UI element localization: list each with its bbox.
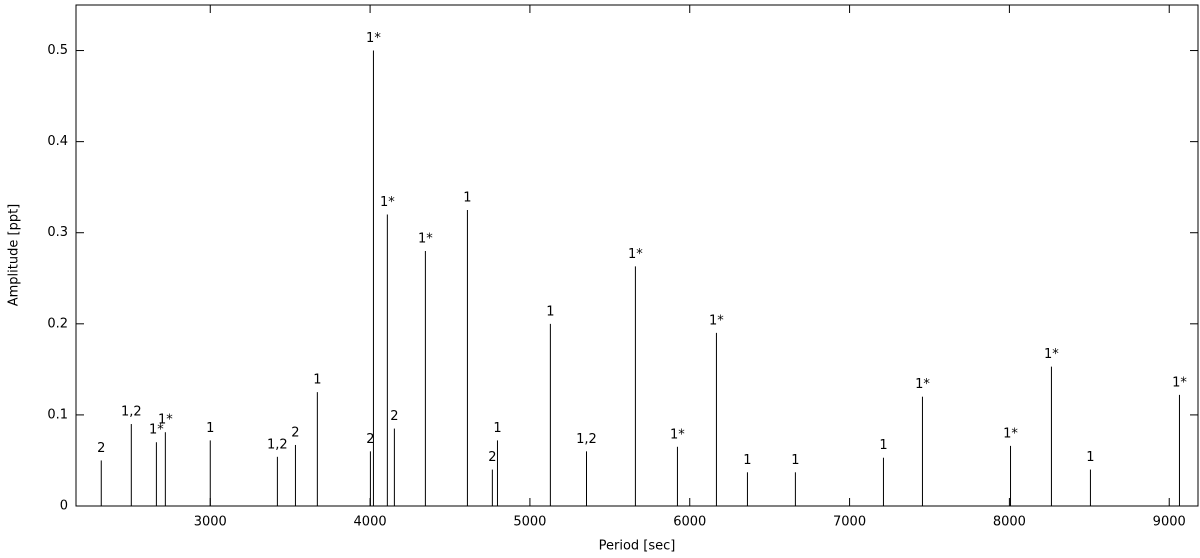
x-tick-label: 4000	[354, 515, 387, 530]
x-tick-label: 9000	[1153, 515, 1186, 530]
peak-label: 1*	[366, 31, 381, 46]
x-tick-label: 7000	[833, 515, 866, 530]
peak-label: 1	[1086, 450, 1094, 465]
peak-label: 1	[791, 453, 799, 468]
peak-label: 1	[879, 438, 887, 453]
y-tick-label: 0	[60, 499, 68, 514]
peak-label: 1	[493, 421, 501, 436]
peak-label: 1	[206, 421, 214, 436]
y-tick-label: 0.4	[47, 134, 68, 149]
peak-label: 1*	[1003, 426, 1018, 441]
peak-label: 1*	[1172, 375, 1187, 390]
peak-label: 1,2	[267, 437, 288, 452]
peak-label: 1*	[709, 313, 724, 328]
peak-label: 2	[366, 432, 374, 447]
x-tick-label: 8000	[993, 515, 1026, 530]
plot-frame	[75, 4, 1199, 507]
peak-label: 1*	[628, 247, 643, 262]
peak-label: 1	[463, 190, 471, 205]
peak-label: 1	[743, 453, 751, 468]
y-tick-label: 0.2	[47, 316, 68, 331]
y-tick-label: 0.1	[47, 407, 68, 422]
peak-label: 1	[546, 304, 554, 319]
peak-label: 1*	[418, 231, 433, 246]
peak-label: 2	[97, 441, 105, 456]
y-axis-label: Amplitude [ppt]	[7, 204, 22, 307]
peak-label: 1*	[149, 423, 164, 438]
peak-label: 1,2	[576, 432, 597, 447]
x-tick-label: 6000	[673, 515, 706, 530]
peak-label: 2	[291, 425, 299, 440]
peak-label: 1*	[1044, 347, 1059, 362]
x-tick-label: 5000	[513, 515, 546, 530]
y-tick-label: 0.3	[47, 225, 68, 240]
peak-label: 1	[313, 373, 321, 388]
peak-label: 1*	[380, 195, 395, 210]
y-tick-label: 0.5	[47, 43, 68, 58]
peak-label: 1,2	[121, 405, 142, 420]
peak-label: 2	[390, 409, 398, 424]
x-tick-label: 3000	[194, 515, 227, 530]
peak-label: 1*	[915, 377, 930, 392]
peak-label: 1*	[670, 427, 685, 442]
x-axis-label: Period [sec]	[599, 539, 676, 554]
peak-label: 1*	[158, 413, 173, 428]
peak-label: 2	[488, 450, 496, 465]
